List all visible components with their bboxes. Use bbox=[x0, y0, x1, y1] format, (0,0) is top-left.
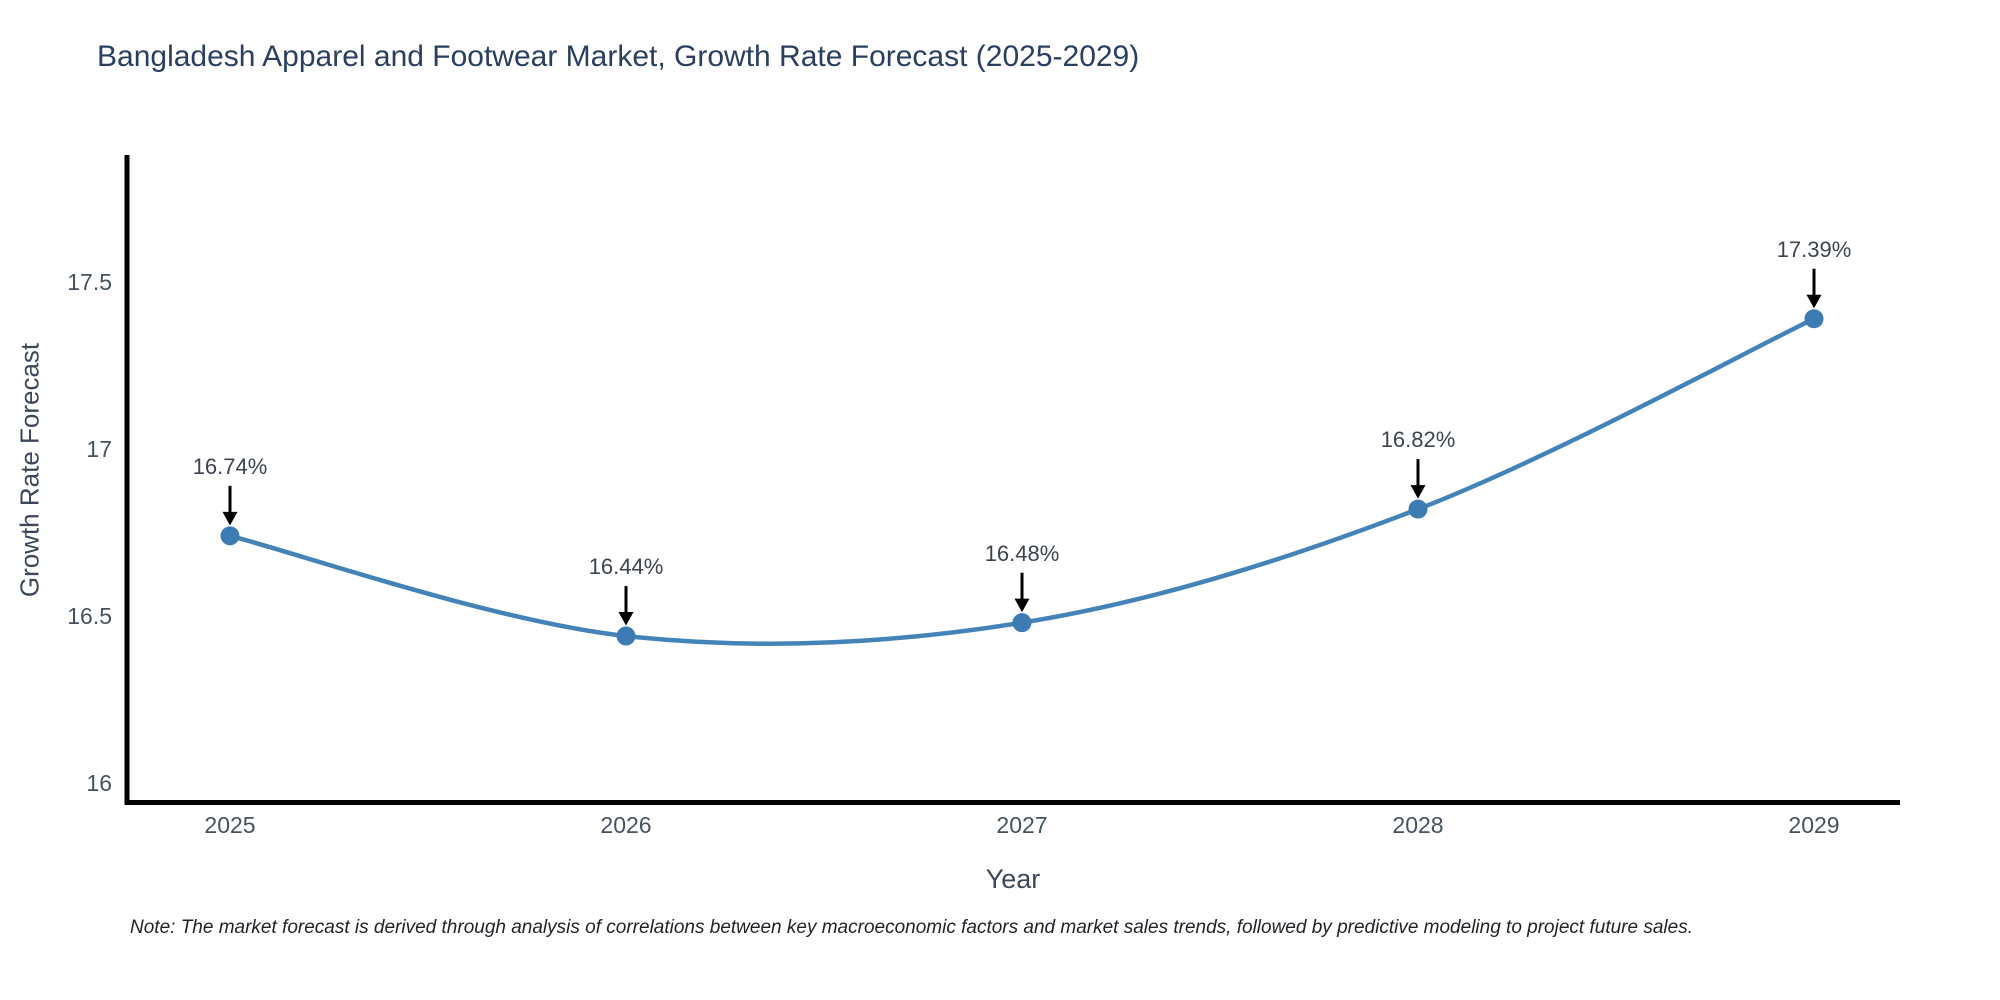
data-point-marker[interactable] bbox=[1012, 613, 1032, 633]
data-point-marker[interactable] bbox=[1408, 499, 1428, 519]
point-value-label: 16.44% bbox=[588, 554, 664, 580]
y-tick-label: 16 bbox=[86, 770, 112, 796]
point-value-label: 16.82% bbox=[1380, 427, 1456, 453]
x-tick-label: 2028 bbox=[1392, 812, 1444, 838]
data-point-marker[interactable] bbox=[220, 526, 240, 546]
y-tick-label: 17 bbox=[86, 436, 112, 462]
annotation-arrowhead bbox=[618, 612, 634, 626]
point-value-label: 16.74% bbox=[192, 453, 268, 479]
annotation-arrowhead bbox=[1410, 485, 1426, 499]
x-tick-label: 2025 bbox=[204, 812, 256, 838]
annotation-arrowhead bbox=[222, 511, 238, 526]
annotation-arrowhead bbox=[1014, 598, 1030, 613]
y-axis-title: Growth Rate Forecast bbox=[14, 342, 45, 598]
point-value-label: 16.48% bbox=[984, 540, 1060, 566]
annotation-arrowhead bbox=[1806, 294, 1822, 309]
data-point-marker[interactable] bbox=[1804, 309, 1824, 329]
chart-title: Bangladesh Apparel and Footwear Market, … bbox=[97, 40, 1140, 73]
y-tick-label: 17.5 bbox=[67, 269, 112, 295]
y-tick-label: 16.5 bbox=[67, 603, 112, 629]
point-value-label: 17.39% bbox=[1776, 236, 1852, 262]
x-axis-title: Year bbox=[985, 864, 1041, 894]
x-tick-label: 2027 bbox=[996, 812, 1048, 838]
data-point-marker[interactable] bbox=[616, 626, 636, 646]
x-tick-label: 2026 bbox=[600, 812, 652, 838]
footnote-text: Note: The market forecast is derived thr… bbox=[130, 917, 1693, 938]
x-tick-label: 2029 bbox=[1788, 812, 1840, 838]
